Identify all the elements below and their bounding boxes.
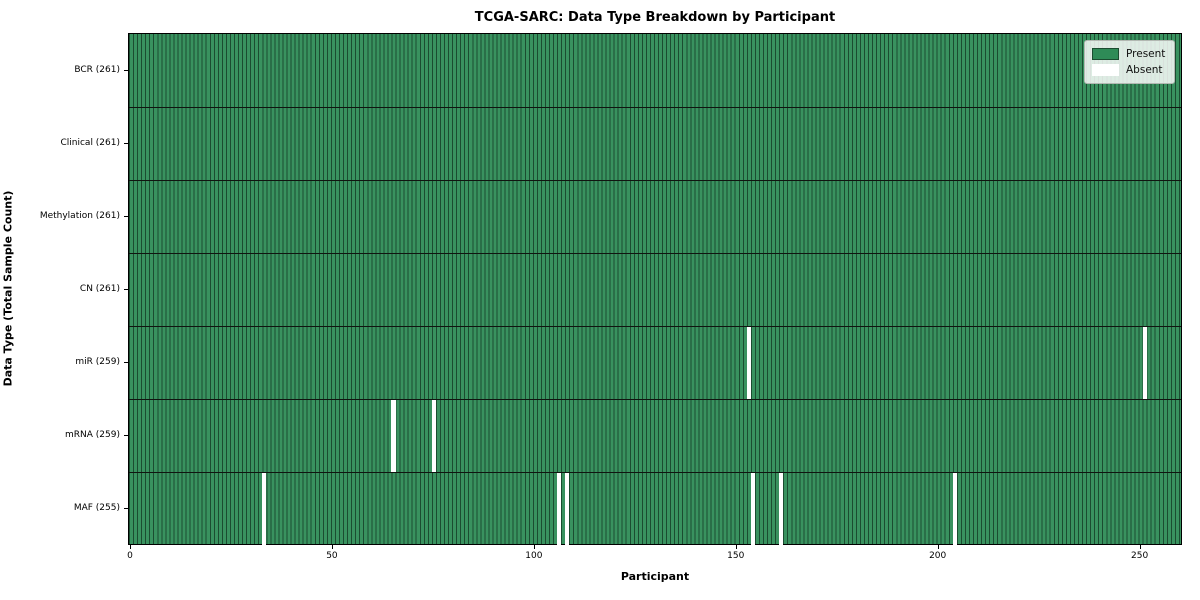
row-divider [129, 399, 1181, 401]
absent-bar [1142, 326, 1147, 400]
plot-area [128, 33, 1182, 546]
row-divider [129, 106, 1181, 108]
x-tick-label: 150 [727, 551, 745, 561]
x-tick-mark [1139, 545, 1141, 549]
legend: Present Absent [1084, 40, 1175, 84]
row-band-methylation [129, 180, 1181, 253]
x-tick-mark [735, 545, 737, 549]
x-tick-mark [331, 545, 333, 549]
legend-label-present: Present [1126, 48, 1166, 60]
absent-bar [779, 472, 784, 546]
x-tick-label: 250 [1131, 551, 1149, 561]
row-band-cn [129, 253, 1181, 326]
absent-swatch-icon [1092, 64, 1119, 76]
y-tick-mark [124, 508, 128, 510]
x-tick-label: 100 [525, 551, 543, 561]
row-divider [129, 179, 1181, 181]
y-tick-label: miR (259) [75, 357, 120, 368]
y-tick-label: Methylation (261) [39, 210, 120, 221]
absent-bar [746, 326, 751, 400]
chart-title: TCGA-SARC: Data Type Breakdown by Partic… [474, 10, 836, 25]
x-tick-label: 200 [929, 551, 947, 561]
present-bars-background [129, 34, 1181, 544]
absent-bar [565, 472, 570, 546]
legend-entry-absent: Absent [1092, 62, 1167, 78]
row-divider [129, 472, 1181, 474]
y-tick-mark [124, 215, 128, 217]
absent-bar [750, 472, 755, 546]
y-tick-label: MAF (255) [73, 503, 120, 514]
y-tick-label: Clinical (261) [60, 137, 120, 148]
absent-bar [391, 399, 396, 473]
legend-entry-present: Present [1092, 46, 1167, 62]
y-tick-mark [124, 142, 128, 144]
y-tick-label: BCR (261) [74, 64, 120, 75]
absent-bar [952, 472, 957, 546]
row-band-mrna [129, 399, 1181, 473]
y-tick-mark [124, 289, 128, 290]
absent-bar [262, 472, 267, 546]
y-tick-label: mRNA (259) [65, 430, 120, 441]
x-tick-mark [130, 545, 132, 549]
y-tick-label: CN (261) [79, 284, 120, 294]
x-tick-mark [937, 545, 939, 549]
absent-bar [431, 399, 436, 473]
y-tick-mark [124, 435, 128, 437]
x-tick-label: 50 [326, 551, 338, 561]
row-band-mir [129, 326, 1181, 400]
row-divider [129, 326, 1181, 328]
absent-bar [557, 472, 562, 546]
x-axis-label: Participant [620, 570, 690, 583]
row-divider [129, 252, 1181, 254]
x-tick-mark [533, 545, 535, 549]
y-tick-mark [124, 362, 128, 364]
y-tick-mark [124, 69, 128, 71]
present-swatch-icon [1092, 48, 1119, 60]
legend-label-absent: Absent [1126, 64, 1163, 76]
row-band-clinical [129, 107, 1181, 180]
row-band-maf [129, 472, 1181, 546]
x-tick-label: 0 [127, 551, 133, 561]
row-band-bcr [129, 34, 1181, 107]
